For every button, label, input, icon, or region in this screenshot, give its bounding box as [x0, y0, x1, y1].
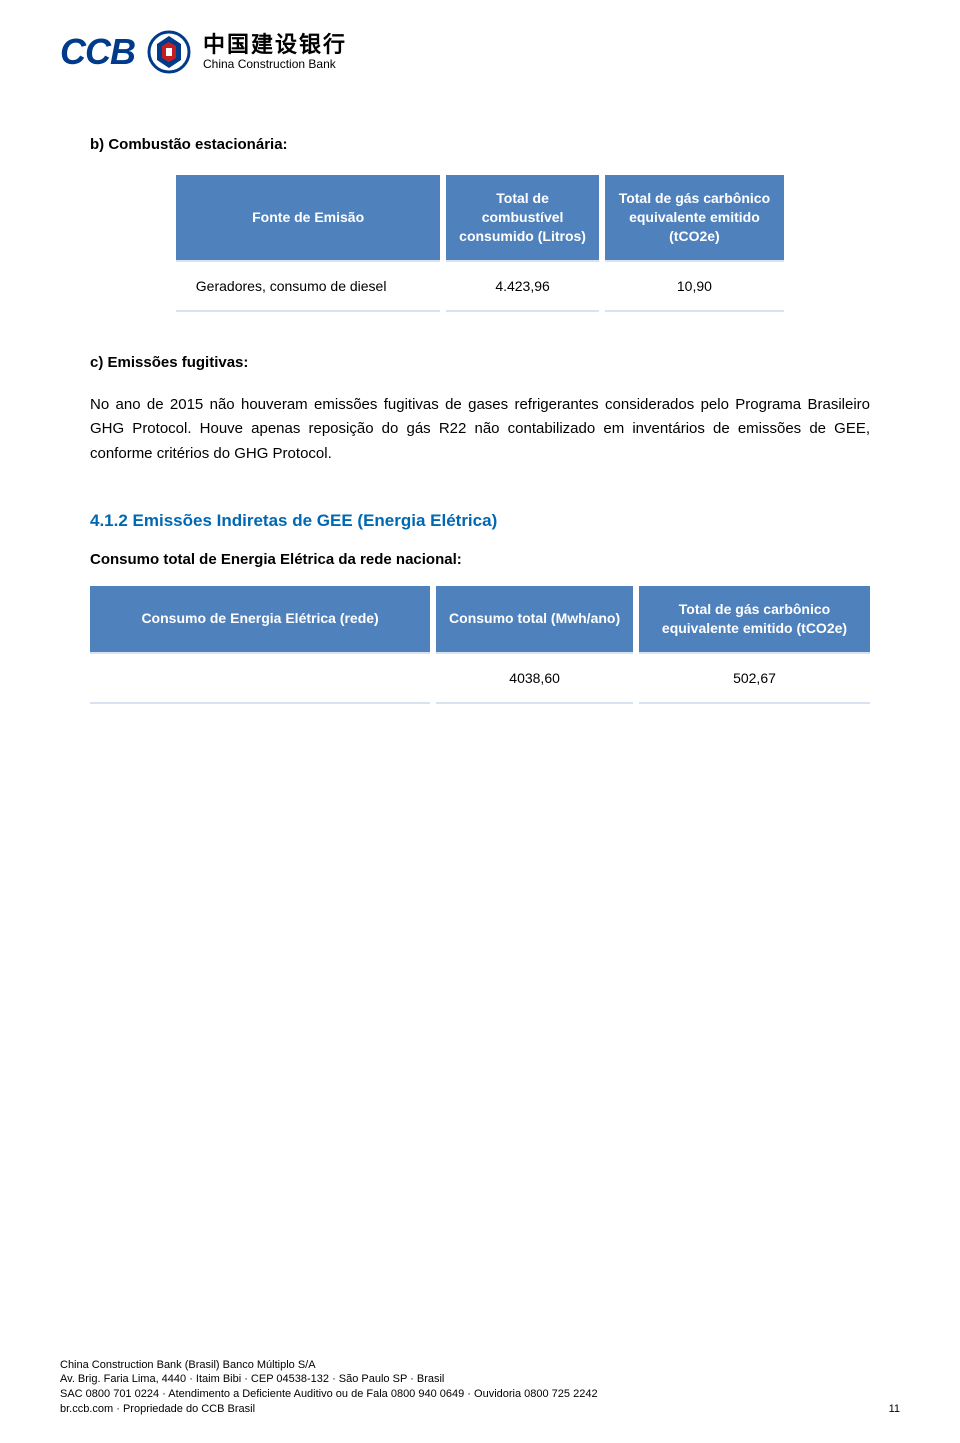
ccb-chinese-name: 中国建设银行 China Construction Bank: [203, 33, 347, 70]
footer-line-2: Av. Brig. Faria Lima, 4440 · Itaim Bibi …: [60, 1372, 900, 1387]
t2-col-2: Consumo total (Mwh/ano): [433, 586, 636, 653]
t1-col-3: Total de gás carbônico equivalente emiti…: [602, 175, 785, 261]
t1-col-2: Total de combustível consumido (Litros): [443, 175, 601, 261]
section-c-text: No ano de 2015 não houveram emissões fug…: [90, 393, 870, 467]
t2-r1-c1: [90, 653, 433, 703]
section-412-subheading: Consumo total de Energia Elétrica da red…: [90, 551, 870, 568]
section-412-heading: 4.1.2 Emissões Indiretas de GEE (Energia…: [90, 511, 870, 531]
page-footer: China Construction Bank (Brasil) Banco M…: [60, 1358, 900, 1417]
page-number: 11: [889, 1402, 900, 1417]
ccb-emblem-icon: [147, 30, 191, 74]
ccb-wordmark: CCB: [60, 31, 135, 73]
ccb-name-en: China Construction Bank: [203, 58, 347, 71]
indirect-emissions-table: Consumo de Energia Elétrica (rede) Consu…: [90, 586, 870, 704]
ccb-name-zh: 中国建设银行: [203, 33, 347, 57]
t2-col-1: Consumo de Energia Elétrica (rede): [90, 586, 433, 653]
t2-col-3: Total de gás carbônico equivalente emiti…: [636, 586, 870, 653]
t1-r1-c3: 10,90: [602, 261, 785, 311]
t1-r1-c2: 4.423,96: [443, 261, 601, 311]
section-c-heading: c) Emissões fugitivas:: [90, 354, 870, 371]
section-b-heading: b) Combustão estacionária:: [90, 136, 870, 153]
t2-r1-c2: 4038,60: [433, 653, 636, 703]
t2-r1-c3: 502,67: [636, 653, 870, 703]
stationary-combustion-table: Fonte de Emisão Total de combustível con…: [176, 175, 784, 312]
t1-col-1: Fonte de Emisão: [176, 175, 444, 261]
table-row: 4038,60 502,67: [90, 653, 870, 703]
brand-header: CCB 中国建设银行 China Construction Bank: [0, 0, 960, 94]
t1-r1-c1: Geradores, consumo de diesel: [176, 261, 444, 311]
footer-line-4: br.ccb.com · Propriedade do CCB Brasil: [60, 1402, 900, 1417]
footer-line-3: SAC 0800 701 0224 · Atendimento a Defici…: [60, 1387, 900, 1402]
footer-line-1: China Construction Bank (Brasil) Banco M…: [60, 1358, 900, 1373]
table-row: Geradores, consumo de diesel 4.423,96 10…: [176, 261, 784, 311]
